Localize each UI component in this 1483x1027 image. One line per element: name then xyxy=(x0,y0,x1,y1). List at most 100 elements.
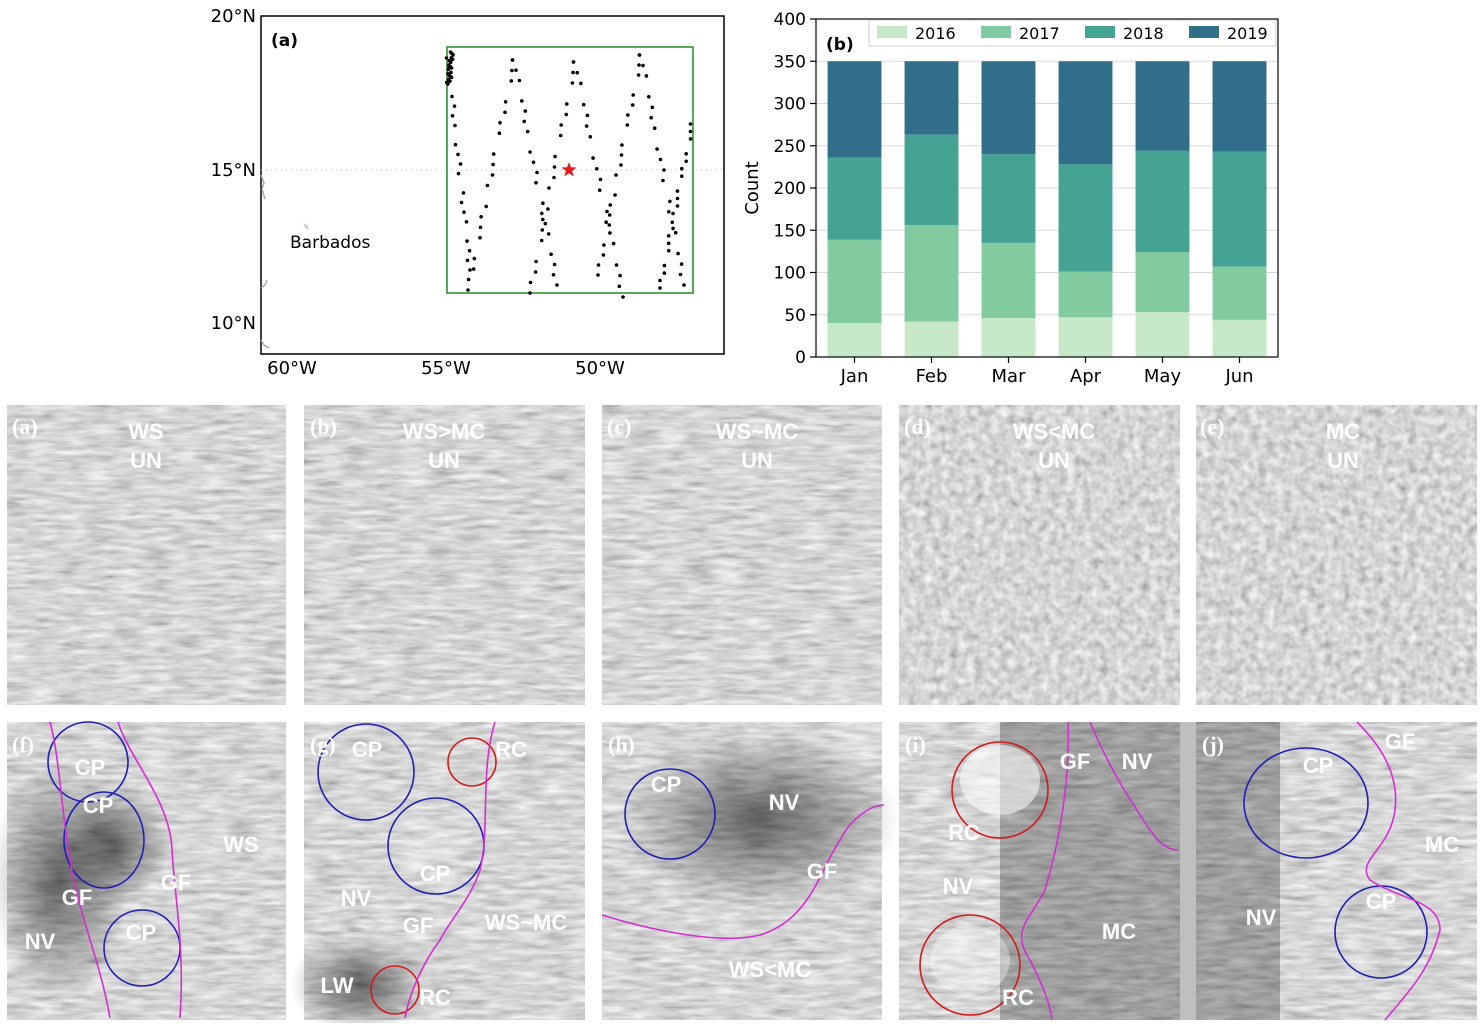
sample-point xyxy=(662,168,666,172)
bar-segment-2018 xyxy=(1058,164,1113,272)
sample-point xyxy=(619,163,623,167)
sample-point xyxy=(607,213,612,217)
lon-tick-label: 60°W xyxy=(267,358,317,379)
x-tick-label: Mar xyxy=(992,366,1027,387)
sample-point xyxy=(546,207,550,211)
sample-point xyxy=(466,288,470,292)
sample-point xyxy=(458,162,463,166)
sar-label: NV xyxy=(769,790,800,815)
sar-shading xyxy=(0,705,1280,1027)
bar-segment-2017 xyxy=(904,225,959,322)
y-tick-label: 0 xyxy=(795,348,806,368)
sample-point xyxy=(581,102,586,107)
sar-label: CP xyxy=(1303,753,1334,778)
sample-point xyxy=(479,215,483,219)
bar-segment-2019 xyxy=(1212,61,1267,152)
sample-point xyxy=(510,58,515,62)
chart-bars xyxy=(827,61,1267,357)
sample-point xyxy=(626,113,630,117)
coastline xyxy=(260,339,270,349)
gust-front-line xyxy=(1089,721,1179,851)
sample-point xyxy=(675,204,680,208)
sample-point xyxy=(448,79,452,83)
rain-cell-circle xyxy=(919,914,1021,1016)
sample-point xyxy=(459,200,464,205)
bar-segment-2019 xyxy=(827,61,882,158)
gust-front-line xyxy=(601,804,885,940)
cold-pool-circle xyxy=(1243,747,1369,859)
y-tick-label: 350 xyxy=(774,52,806,72)
sample-point xyxy=(528,150,532,154)
cold-pool-circle xyxy=(317,723,415,821)
sample-point xyxy=(649,115,653,120)
sample-point xyxy=(485,183,490,188)
sar-label: GF xyxy=(161,870,192,895)
sar-label: WS<MC xyxy=(729,957,812,982)
sample-point xyxy=(453,142,458,147)
sample-point xyxy=(571,70,575,75)
sar-label: WS>MC xyxy=(403,419,486,444)
sar-label: CP xyxy=(126,920,157,945)
sample-point xyxy=(509,79,514,83)
sample-point xyxy=(464,220,469,224)
x-tick-label: Jan xyxy=(840,366,869,387)
sample-point xyxy=(498,120,502,125)
sample-point xyxy=(604,220,608,224)
sample-point xyxy=(619,153,624,157)
sample-point xyxy=(450,57,455,62)
sample-point xyxy=(671,211,675,216)
sample-point xyxy=(490,173,495,177)
y-tick-label: 200 xyxy=(774,179,806,199)
sample-point xyxy=(608,203,612,207)
sar-label: MC xyxy=(1326,419,1360,444)
sample-point xyxy=(520,99,524,103)
bar-segment-2018 xyxy=(904,134,959,226)
legend-label: 2019 xyxy=(1227,24,1268,43)
map-panel-letter: (a) xyxy=(271,31,298,51)
sar-panel-letter: (h) xyxy=(608,732,635,757)
bar-segment-2018 xyxy=(1212,151,1267,267)
sample-point xyxy=(450,94,454,99)
sample-point xyxy=(540,228,545,232)
chart-panel-letter: (b) xyxy=(826,35,854,55)
sample-point xyxy=(666,241,671,246)
bar-segment-2016 xyxy=(1212,319,1267,357)
sample-point xyxy=(676,251,680,256)
sample-point xyxy=(478,225,483,230)
y-tick-label: 50 xyxy=(784,306,806,326)
sample-point xyxy=(453,123,457,128)
sar-label: WS xyxy=(128,419,163,444)
sample-point xyxy=(547,186,551,190)
sample-point xyxy=(637,63,641,67)
sample-point xyxy=(644,74,649,78)
sample-point xyxy=(675,189,680,193)
sample-point xyxy=(446,67,451,72)
gust-front-line xyxy=(49,721,111,1019)
sample-point xyxy=(684,159,688,164)
sample-point xyxy=(543,221,548,226)
sar-label: CP xyxy=(83,793,114,818)
sample-point xyxy=(579,81,583,86)
sample-point xyxy=(650,105,655,110)
sample-point xyxy=(466,277,471,282)
sample-point xyxy=(465,258,470,263)
sample-point xyxy=(491,162,495,167)
sample-point xyxy=(510,68,514,73)
x-tick-label: Feb xyxy=(916,366,948,387)
sar-label: RC xyxy=(1002,985,1034,1010)
sar-image xyxy=(602,405,882,705)
sar-label: GF xyxy=(403,913,434,938)
sample-point xyxy=(565,102,569,106)
bar-segment-2016 xyxy=(1135,312,1190,357)
sar-label: WS<MC xyxy=(1013,419,1096,444)
sar-label: CP xyxy=(651,772,682,797)
bar-segment-2017 xyxy=(1212,266,1267,320)
sample-point xyxy=(535,170,539,175)
sar-image xyxy=(899,722,1180,1020)
sample-point xyxy=(666,234,671,238)
sample-point xyxy=(591,156,595,160)
sar-annotations xyxy=(47,721,1441,1021)
sample-point xyxy=(613,193,617,197)
lat-tick-label: 10°N xyxy=(211,313,256,334)
